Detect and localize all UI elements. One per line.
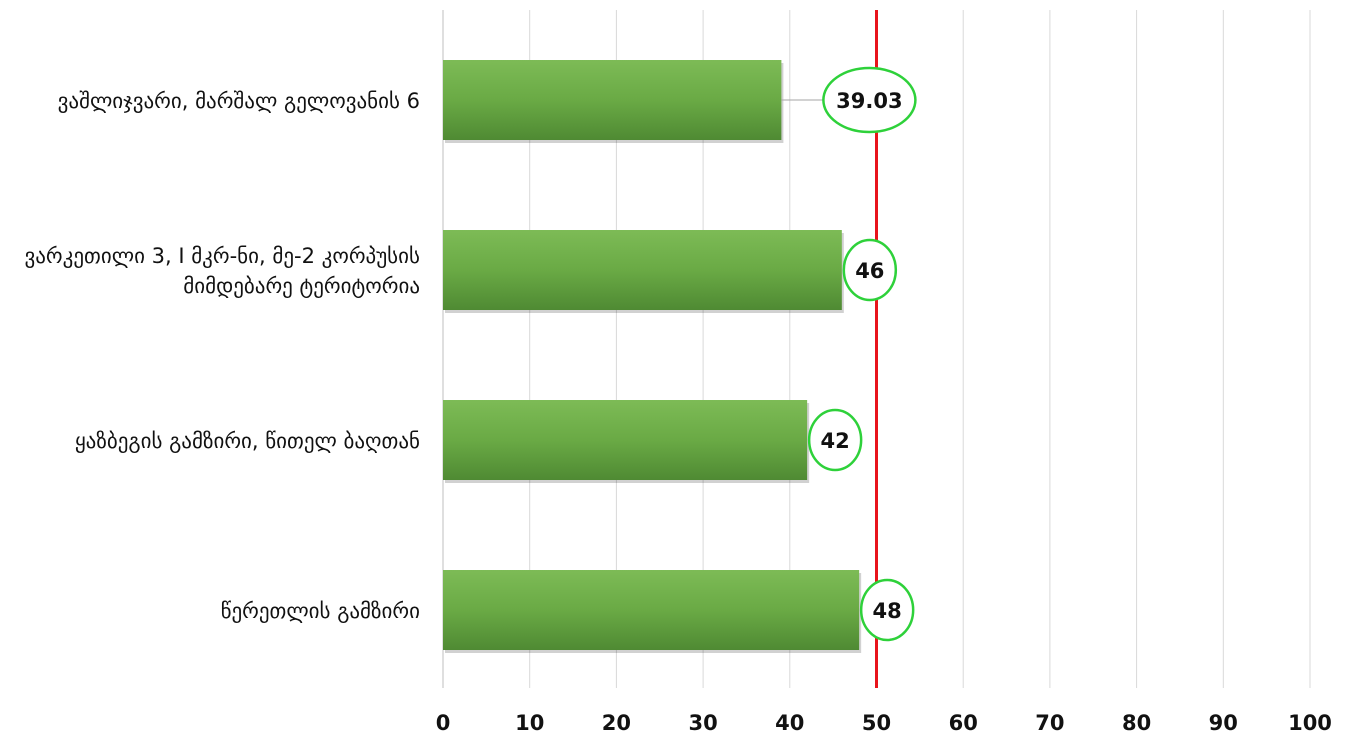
x-tick-label-100: 100 [1288,711,1332,735]
data-label-4: 48 [873,599,902,623]
x-tick-label-20: 20 [602,711,631,735]
x-tick-label-40: 40 [775,711,804,735]
data-label-ellipse-1 [822,66,917,134]
data-label-1: 39.03 [836,89,902,113]
x-axis-tick-labels: 0 10 20 30 40 50 60 70 80 90 100 [436,711,1332,735]
data-label-ellipse-2 [842,238,898,302]
x-tick-label-80: 80 [1122,711,1151,735]
x-tick-label-90: 90 [1209,711,1238,735]
category-label-3-line-1: ყაზბეგის გამზირი, წითელ ბაღთან [75,429,420,453]
x-tick-label-60: 60 [949,711,978,735]
x-tick-label-10: 10 [515,711,544,735]
data-labels: 39.03 46 42 48 [807,66,917,642]
bars [443,60,862,653]
category-labels: ვაშლიჯვარი, მარშალ გელოვანის 6 ვარკეთილი … [25,89,421,623]
data-label-2: 46 [855,259,884,283]
bar-1 [443,60,782,140]
category-label-1: ვაშლიჯვარი, მარშალ გელოვანის 6 [58,89,420,113]
data-label-ellipse-3 [807,408,863,472]
data-label-3: 42 [821,429,850,453]
x-tick-label-70: 70 [1035,711,1064,735]
bar-4 [443,570,860,650]
x-tick-label-0: 0 [436,711,451,735]
category-label-2-line-1: ვარკეთილი 3, I მკრ-ნი, მე-2 კორპუსის [25,244,421,268]
x-tick-label-30: 30 [688,711,717,735]
bar-2 [443,230,842,310]
category-label-4: წერეთლის გამზირი [221,599,420,623]
category-label-2-line-2: მიმდებარე ტერიტორია [183,274,420,298]
data-label-ellipse-4 [859,578,915,642]
x-tick-label-50: 50 [862,711,891,735]
bar-3 [443,400,808,480]
category-label-1-line-1: ვაშლიჯვარი, მარშალ გელოვანის 6 [58,89,420,113]
category-label-4-line-1: წერეთლის გამზირი [221,599,420,623]
category-label-3: ყაზბეგის გამზირი, წითელ ბაღთან [75,429,420,453]
category-label-2: ვარკეთილი 3, I მკრ-ნი, მე-2 კორპუსის მიმდ… [25,244,421,298]
